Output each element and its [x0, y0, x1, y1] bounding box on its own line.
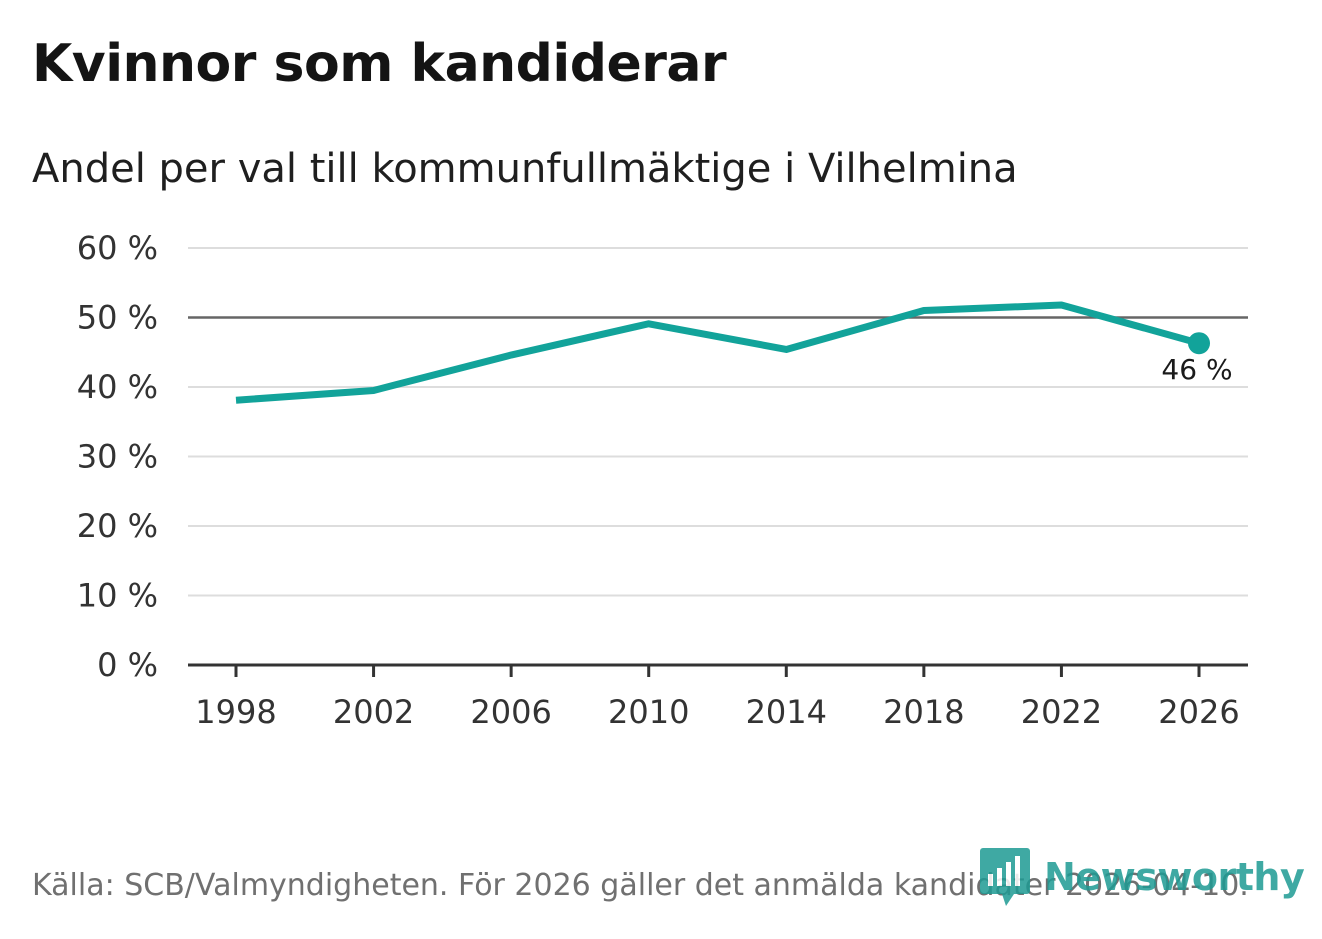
x-tick-label: 2002	[333, 693, 414, 731]
chart-subtitle: Andel per val till kommunfullmäktige i V…	[32, 146, 1018, 192]
source-note: Källa: SCB/Valmyndigheten. För 2026 gäll…	[32, 868, 1249, 903]
y-tick-label: 20 %	[77, 507, 158, 545]
gridlines	[188, 247, 1248, 597]
x-tick-label: 2018	[883, 693, 964, 731]
x-tick-label: 2010	[608, 693, 689, 731]
newsworthy-logo-icon	[980, 848, 1030, 906]
x-tick-label: 2006	[470, 693, 551, 731]
x-tick-label: 2014	[746, 693, 827, 731]
x-tick-label: 2022	[1021, 693, 1102, 731]
line-chart: 0 % 10 % 20 % 30 % 40 % 50 % 60 % 1998 2002 2006…	[77, 229, 1248, 731]
chart-title: Kvinnor som kandiderar	[32, 34, 727, 94]
x-axis-ticks: 1998 2002 2006 2010 2014 2018 2022 2026	[195, 665, 1240, 731]
data-points	[1188, 332, 1210, 355]
y-tick-label: 60 %	[77, 229, 158, 267]
y-tick-label: 10 %	[77, 577, 158, 615]
data-point	[1188, 332, 1210, 355]
series-line	[235, 301, 1200, 404]
end-value-label: 46 %	[1161, 353, 1232, 386]
y-tick-label: 50 %	[77, 299, 158, 337]
y-tick-label: 0 %	[97, 646, 158, 684]
x-tick-label: 1998	[195, 693, 276, 731]
brand-logo: Newsworthy	[980, 848, 1305, 906]
y-tick-label: 40 %	[77, 368, 158, 406]
y-tick-label: 30 %	[77, 438, 158, 476]
x-tick-label: 2026	[1158, 693, 1239, 731]
brand-name: Newsworthy	[1044, 855, 1305, 899]
y-axis-ticks: 0 % 10 % 20 % 30 % 40 % 50 % 60 %	[77, 229, 158, 684]
